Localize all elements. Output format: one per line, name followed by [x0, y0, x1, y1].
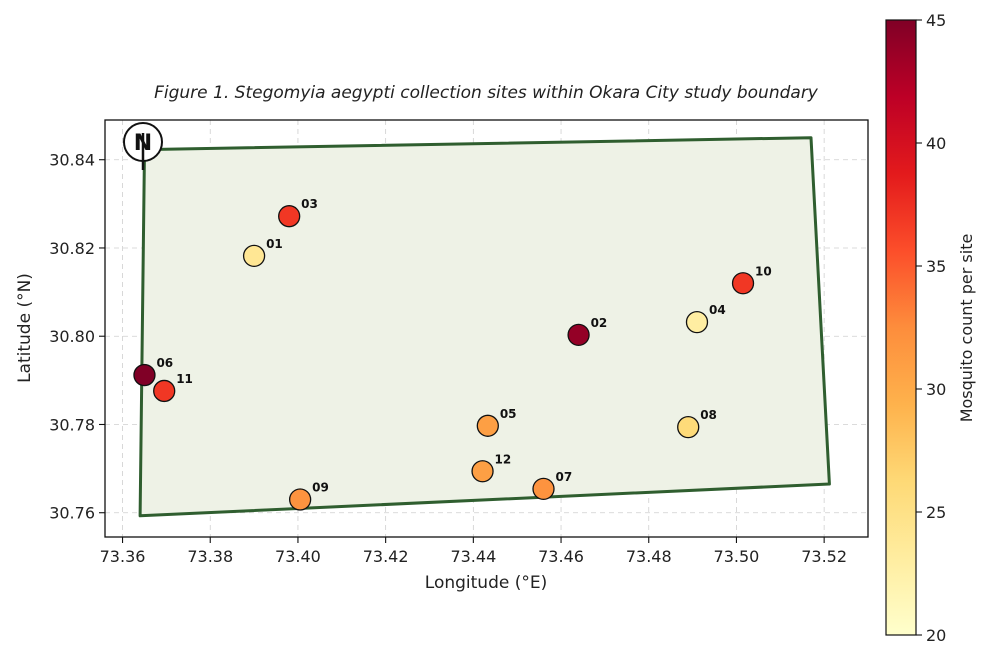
site-label-01: 01 [266, 237, 283, 251]
colorbar-tick-label: 30 [926, 380, 946, 399]
x-tick-label: 73.48 [626, 547, 672, 566]
site-marker-06 [133, 363, 156, 387]
site-label-09: 09 [312, 480, 329, 494]
site-label-11: 11 [176, 372, 193, 386]
colorbar-label: Mosquito count per site [957, 234, 976, 423]
site-marker-04 [685, 310, 709, 334]
site-marker-10 [731, 272, 755, 295]
site-marker-07 [532, 477, 555, 501]
site-label-08: 08 [700, 408, 717, 422]
site-marker-08 [677, 415, 700, 439]
plot-frame [104, 119, 869, 538]
plot-area: 01 02 03 04 05 06 07 08 09 10 11 12 N [104, 119, 869, 538]
x-tick-label: 73.38 [187, 547, 233, 566]
points-layer: 01 02 03 04 05 06 07 08 09 10 11 12 [133, 197, 772, 511]
site-label-02: 02 [591, 316, 608, 330]
colorbar-tick-label: 25 [926, 503, 946, 522]
colorbar-tick-label: 45 [926, 11, 946, 30]
y-axis-ticks: 30.76 30.78 30.80 30.82 30.84 [49, 151, 105, 523]
north-arrow-label: N [134, 131, 152, 156]
site-label-07: 07 [556, 470, 573, 484]
y-tick-label: 30.82 [49, 239, 95, 258]
y-tick-label: 30.84 [49, 151, 95, 170]
site-label-10: 10 [755, 264, 772, 278]
x-tick-label: 73.50 [714, 547, 760, 566]
site-label-03: 03 [301, 197, 318, 211]
site-label-06: 06 [156, 356, 173, 370]
y-tick-label: 30.80 [49, 327, 95, 346]
x-tick-label: 73.36 [100, 547, 146, 566]
site-marker-12 [471, 460, 494, 483]
boundary-layer [138, 136, 831, 518]
colorbar-tick-label: 40 [926, 134, 946, 153]
y-axis-label: Latitude (°N) [15, 273, 35, 383]
site-marker-01 [242, 244, 266, 268]
x-tick-label: 73.44 [450, 547, 496, 566]
x-tick-label: 73.46 [538, 547, 584, 566]
chart-title: Figure 1. Stegomyia aegypti collection s… [154, 83, 819, 103]
colorbar-tick-label: 20 [926, 626, 946, 645]
site-marker-11 [153, 379, 176, 403]
site-marker-09 [288, 488, 312, 511]
site-label-12: 12 [495, 452, 512, 466]
study-boundary [138, 136, 831, 518]
colorbar-ticks: 20 25 30 35 40 45 [916, 11, 946, 645]
x-tick-label: 73.40 [275, 547, 321, 566]
site-marker-03 [278, 205, 301, 228]
x-tick-label: 73.42 [363, 547, 409, 566]
y-tick-label: 30.76 [49, 504, 95, 523]
x-axis-ticks: 73.36 73.38 73.40 73.42 73.44 73.46 73.48 73.50… [100, 537, 847, 566]
colorbar-gradient [885, 19, 917, 636]
x-tick-label: 73.52 [801, 547, 847, 566]
colorbar-tick-label: 35 [926, 257, 946, 276]
site-label-05: 05 [500, 407, 517, 421]
north-arrow-icon: N [123, 122, 163, 170]
colorbar: 20 25 30 35 40 45 Mosquito count per site [885, 11, 976, 645]
site-label-04: 04 [709, 303, 726, 317]
y-tick-label: 30.78 [49, 415, 95, 434]
x-axis-label: Longitude (°E) [425, 573, 547, 593]
site-marker-02 [567, 323, 590, 347]
site-marker-05 [476, 414, 499, 437]
